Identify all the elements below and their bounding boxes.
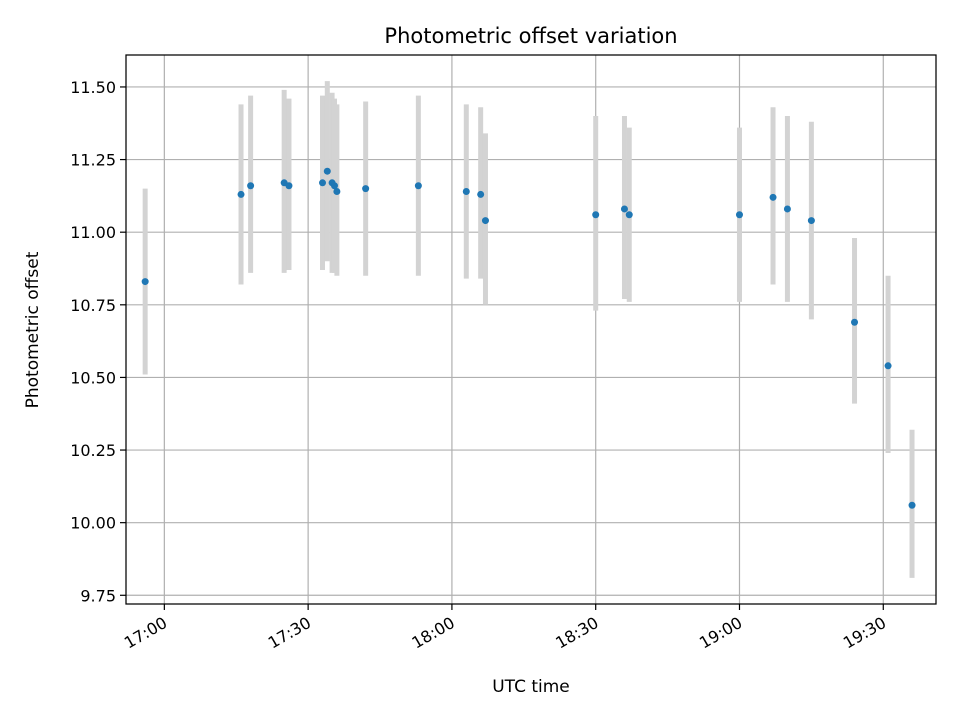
x-axis-label: UTC time xyxy=(492,677,570,697)
grid xyxy=(126,55,936,604)
data-point xyxy=(769,193,777,201)
data-point xyxy=(319,179,327,187)
data-point xyxy=(285,182,293,190)
data-point xyxy=(362,185,370,193)
data-point xyxy=(247,182,255,190)
data-point xyxy=(625,211,633,219)
data-point xyxy=(908,501,916,509)
y-tick-label: 11.00 xyxy=(70,223,116,242)
y-tick-label: 10.75 xyxy=(70,296,116,315)
data-point xyxy=(783,205,791,213)
data-point xyxy=(481,217,489,225)
data-point xyxy=(323,167,331,175)
data-point xyxy=(333,188,341,196)
data-point xyxy=(462,188,470,196)
data-point xyxy=(735,211,743,219)
data-point xyxy=(141,278,149,286)
y-tick-label: 10.00 xyxy=(70,514,116,533)
data-point xyxy=(330,182,338,190)
y-tick-label: 9.75 xyxy=(80,586,116,605)
y-tick-label: 10.50 xyxy=(70,368,116,387)
data-point xyxy=(237,190,245,198)
y-tick-label: 11.25 xyxy=(70,151,116,170)
data-point xyxy=(851,318,859,326)
data-point xyxy=(807,217,815,225)
y-axis-label: Photometric offset xyxy=(23,251,43,408)
data-points xyxy=(141,167,916,509)
data-point xyxy=(477,190,485,198)
data-point xyxy=(884,362,892,370)
data-point xyxy=(620,205,628,213)
data-point xyxy=(414,182,422,190)
plot-frame xyxy=(125,54,937,605)
y-tick-label: 10.25 xyxy=(70,441,116,460)
chart-title: Photometric offset variation xyxy=(384,24,677,48)
y-tick-label: 11.50 xyxy=(70,78,116,97)
data-point xyxy=(592,211,600,219)
